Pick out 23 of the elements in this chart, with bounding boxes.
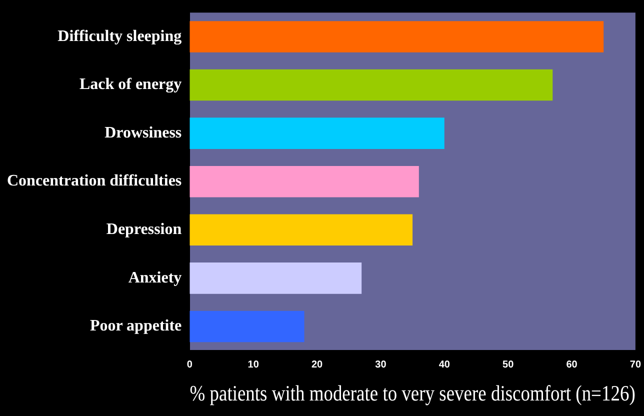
x-tick-label: 50 [502, 359, 514, 370]
y-tick-label: Anxiety [128, 269, 182, 286]
y-tick-label: Lack of energy [79, 76, 182, 94]
bar [190, 69, 553, 101]
y-tick-label: Depression [106, 221, 182, 238]
bar [190, 118, 444, 149]
x-tick-label: 30 [375, 359, 387, 370]
y-tick-label: Difficulty sleeping [58, 28, 182, 45]
y-tick-label: Concentration difficulties [6, 172, 182, 190]
bar [190, 21, 604, 52]
x-tick-label: 40 [438, 359, 450, 370]
bar [190, 262, 362, 294]
bar [190, 214, 413, 246]
x-tick-label: 0 [186, 359, 193, 370]
x-tick-label: 60 [566, 359, 578, 370]
y-tick-label: Poor appetite [90, 318, 182, 335]
x-tick-label: 20 [311, 359, 324, 370]
bar [190, 310, 304, 342]
x-tick-label: 10 [248, 359, 260, 370]
bar [190, 166, 419, 198]
x-axis-title: % patients with moderate to very severe discomfort (n=126) [190, 382, 636, 406]
x-tick-label: 70 [630, 359, 642, 370]
y-tick-label: Drowsiness [104, 124, 182, 142]
